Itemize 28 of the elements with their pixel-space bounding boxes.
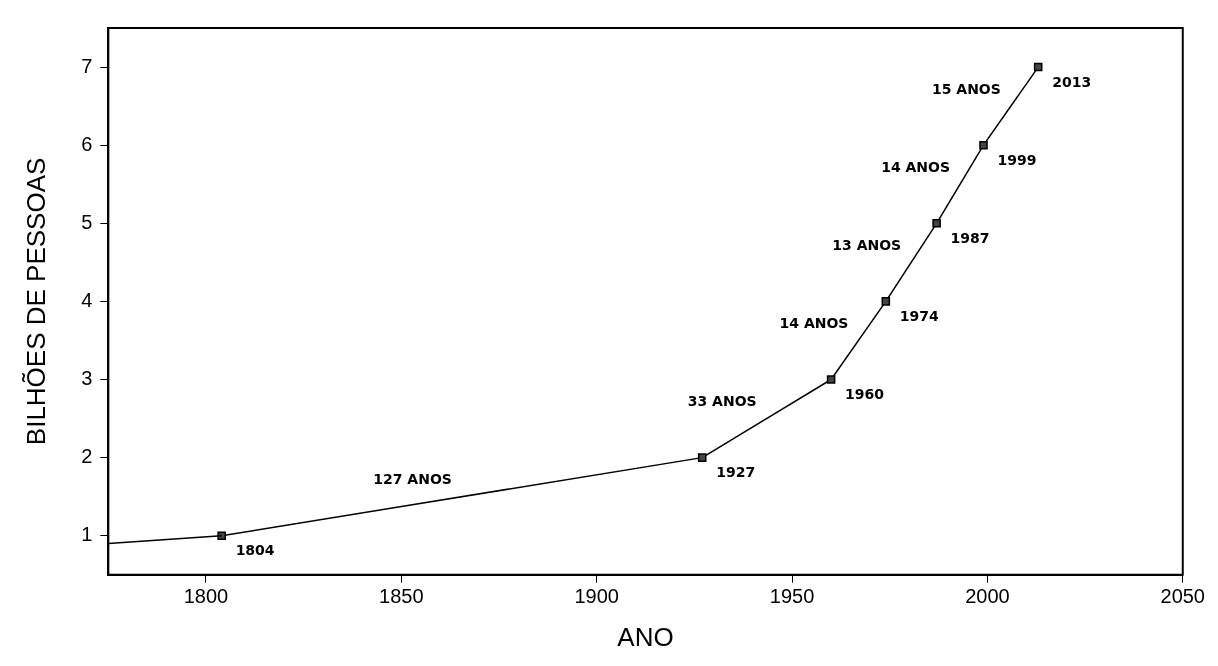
y-tick-label: 6 (81, 132, 93, 155)
annotation: 1960 (845, 386, 885, 403)
y-tick-label: 5 (81, 210, 93, 233)
x-tick-label: 2050 (1160, 585, 1205, 608)
annotation: 14 ANOS (881, 158, 951, 175)
annotation: 2013 (1052, 73, 1092, 90)
annotation: 1999 (997, 151, 1037, 168)
annotation: 1987 (950, 229, 990, 246)
x-tick-label: 1900 (574, 585, 619, 608)
annotation: 1804 (235, 542, 275, 559)
x-tick-label: 2000 (965, 585, 1010, 608)
y-tick-label: 2 (81, 445, 93, 468)
annotation: 15 ANOS (931, 80, 1001, 97)
y-tick-label: 7 (81, 54, 93, 77)
y-tick-label: 1 (81, 523, 93, 546)
y-axis-title: BILHÕES DE PESSOAS (20, 157, 51, 446)
annotation: 33 ANOS (687, 393, 757, 410)
x-axis-title: ANO (617, 621, 674, 652)
y-tick-label: 4 (81, 288, 93, 311)
annotation: 13 ANOS (832, 236, 902, 253)
x-tick-label: 1950 (769, 585, 815, 608)
annotation: 127 ANOS (373, 471, 452, 488)
annotation: 1974 (899, 308, 940, 325)
x-tick-label: 1850 (379, 585, 424, 608)
annotation: 14 ANOS (779, 315, 849, 332)
y-tick-label: 3 (81, 367, 93, 390)
annotation: 1927 (716, 464, 756, 481)
x-tick-label: 1800 (183, 585, 229, 608)
